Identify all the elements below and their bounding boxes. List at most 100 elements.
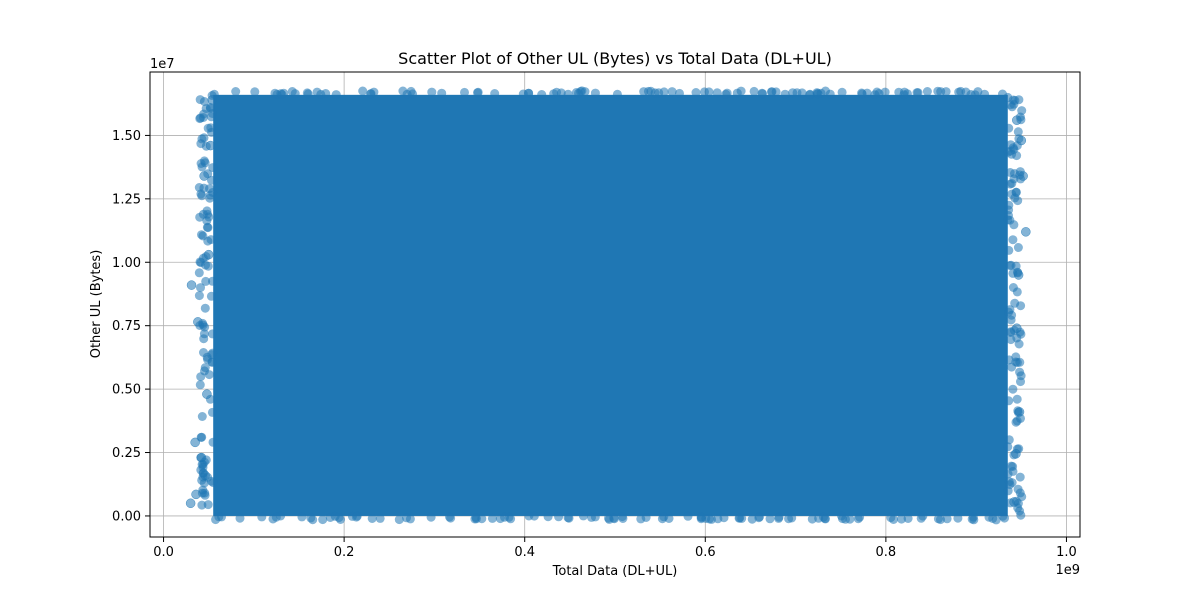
- edge-point: [490, 89, 500, 98]
- edge-point: [208, 329, 217, 339]
- edge-point: [998, 89, 1007, 99]
- edge-point: [208, 276, 217, 286]
- edge-point: [207, 175, 216, 185]
- y-tick-label: 1.00: [112, 256, 141, 271]
- y-offset-label: 1e7: [150, 57, 175, 72]
- edge-point: [1017, 106, 1027, 116]
- edge-point: [820, 514, 830, 524]
- outlier-point: [190, 437, 200, 448]
- edge-point: [667, 87, 677, 97]
- edge-point: [1016, 510, 1026, 520]
- edge-point: [1012, 394, 1022, 404]
- edge-point: [1003, 469, 1013, 479]
- edge-point: [1014, 339, 1024, 349]
- edge-point: [712, 88, 722, 98]
- edge-point: [618, 514, 628, 523]
- edge-point: [1013, 127, 1023, 137]
- edge-point: [1013, 243, 1023, 252]
- edge-point: [195, 95, 205, 105]
- edge-point: [1008, 235, 1018, 245]
- edge-point: [1005, 305, 1015, 315]
- edge-point: [199, 334, 209, 344]
- edge-point: [1004, 435, 1014, 445]
- edge-point: [1009, 220, 1019, 230]
- edge-point: [1003, 215, 1013, 225]
- outlier-point: [186, 280, 197, 290]
- edge-point: [691, 88, 701, 97]
- edge-point: [197, 191, 207, 201]
- edge-point: [367, 514, 377, 523]
- edge-point: [250, 87, 260, 97]
- edge-point: [807, 514, 817, 524]
- edge-point: [870, 90, 880, 100]
- edge-point: [208, 437, 218, 447]
- edge-point: [837, 87, 847, 97]
- outlier-point: [200, 470, 210, 481]
- outlier-point: [191, 489, 201, 500]
- edge-point: [894, 87, 904, 97]
- edge-point: [1005, 168, 1015, 177]
- edge-point: [1008, 283, 1018, 292]
- outlier-point: [1013, 270, 1024, 280]
- edge-point: [936, 515, 945, 525]
- edge-point: [1004, 396, 1014, 406]
- edge-point: [936, 87, 946, 97]
- edge-point: [199, 348, 208, 357]
- edge-point: [609, 513, 619, 523]
- edge-point: [199, 183, 209, 193]
- edge-point: [857, 88, 867, 98]
- edge-point: [1004, 245, 1014, 255]
- edge-point: [375, 513, 385, 523]
- outlier-point: [1009, 497, 1019, 507]
- edge-point: [704, 514, 714, 524]
- edge-point: [205, 193, 215, 203]
- edge-point: [697, 513, 706, 523]
- edge-point: [577, 86, 587, 96]
- edge-point: [202, 206, 212, 216]
- data-points: [185, 86, 1031, 525]
- y-tick-label: 1.25: [112, 192, 141, 207]
- edge-point: [784, 514, 794, 524]
- edge-point: [518, 89, 528, 99]
- edge-point: [207, 357, 217, 367]
- edge-point: [1011, 357, 1021, 367]
- edge-point: [198, 485, 208, 495]
- edge-point: [199, 109, 209, 119]
- edge-point: [767, 87, 777, 97]
- edge-point: [290, 89, 300, 99]
- edge-point: [988, 514, 998, 523]
- edge-point: [980, 89, 990, 99]
- edge-point: [445, 512, 454, 522]
- outlier-point: [196, 452, 207, 463]
- edge-point: [659, 512, 669, 522]
- edge-point: [805, 89, 815, 99]
- edge-point: [683, 511, 693, 521]
- x-tick-label: 0.6: [695, 545, 716, 560]
- outlier-point: [1018, 171, 1028, 181]
- edge-point: [1016, 371, 1026, 381]
- edge-point: [643, 86, 653, 96]
- edge-point: [207, 407, 217, 417]
- edge-point: [1016, 301, 1026, 311]
- edge-point: [765, 514, 775, 524]
- edge-point: [578, 511, 588, 521]
- edge-point: [922, 87, 932, 96]
- edge-point: [1006, 461, 1016, 471]
- edge-point: [903, 514, 913, 523]
- edge-point: [1003, 442, 1013, 452]
- edge-point: [537, 90, 547, 99]
- edge-point: [543, 512, 553, 522]
- edge-point: [206, 112, 216, 122]
- outlier-point: [1021, 227, 1031, 237]
- y-axis: 0.00 0.25 0.50 0.75 1.00 1.25 1.50: [112, 129, 150, 524]
- edge-point: [636, 514, 646, 524]
- edge-point: [825, 89, 835, 99]
- edge-point: [732, 88, 742, 98]
- edge-point: [257, 512, 267, 522]
- y-tick-label: 0.25: [112, 446, 141, 461]
- edge-point: [271, 512, 281, 522]
- edge-point: [529, 511, 539, 521]
- outlier-point: [193, 317, 203, 327]
- edge-point: [1008, 95, 1018, 105]
- edge-point: [897, 514, 906, 524]
